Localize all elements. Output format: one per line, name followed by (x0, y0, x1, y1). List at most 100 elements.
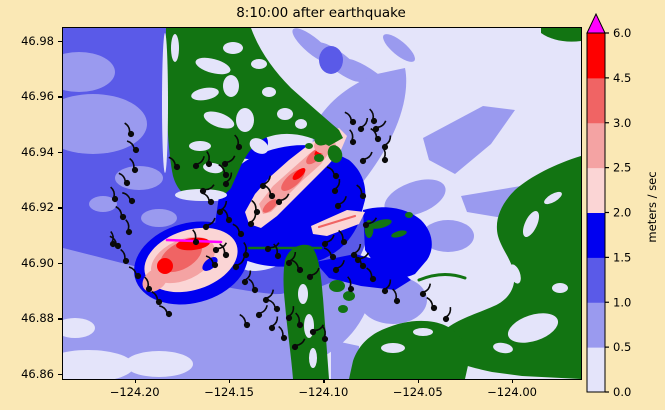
gauge-marker (251, 199, 261, 216)
map-region-land-speckle (544, 191, 562, 205)
map-canvas (63, 28, 581, 379)
gauge-marker (264, 184, 276, 200)
map-region-bay-island (405, 212, 413, 218)
gauge-marker (159, 305, 173, 318)
gauge-marker (381, 147, 389, 164)
map-region-pale-patch (63, 350, 134, 379)
map-region-hotspotC-core (317, 214, 357, 229)
map-region-se-blob (422, 220, 474, 252)
gauge-marker (323, 247, 337, 261)
gauge-marker (128, 266, 142, 280)
y-axis-tick (58, 318, 62, 320)
gauge-marker (201, 192, 215, 206)
gauge-marker (285, 251, 297, 267)
gauge-marker (347, 276, 355, 293)
map-region-spit-blob (338, 305, 348, 313)
y-axis-tick-label: 46.90 (21, 255, 54, 270)
gauge-marker (199, 184, 215, 195)
gauge-marker (273, 243, 282, 260)
colorbar-tick-label: 2.0 (613, 206, 631, 220)
map-region-land-speckle (189, 141, 211, 151)
colorbar: 0.0 0.5 1.0 1.5 2.0 2.5 3.0 4.5 6.0 (586, 12, 631, 399)
gauge-marker (202, 217, 216, 231)
map-region-island (305, 143, 313, 149)
y-axis-tick-label: 46.98 (21, 33, 54, 48)
gauge-marker (234, 134, 243, 151)
y-axis-tick (58, 151, 62, 154)
map-region-ocean-patch (89, 196, 117, 212)
map-region-land-speckle (552, 283, 568, 293)
colorbar-tick-label: 1.0 (613, 295, 631, 309)
map-region-land-speckle (509, 264, 521, 284)
map-region-land-speckle (191, 87, 219, 101)
y-axis-tick (58, 207, 62, 209)
gauge-marker (255, 305, 268, 319)
colorbar-segment (587, 212, 605, 258)
gauge-marker (285, 305, 295, 322)
colorbar-segment (587, 77, 605, 124)
map-region-land-speckle (295, 119, 307, 129)
y-axis-tick (58, 40, 62, 43)
gauge-marker (115, 205, 127, 221)
gauge-marker (370, 127, 382, 143)
map-region-land-speckle (309, 348, 317, 368)
map-region-land-speckle (507, 313, 559, 343)
gauge-marker (291, 338, 306, 351)
x-axis-tick (512, 379, 514, 383)
gauge-marker (392, 288, 401, 305)
map-region-ocean-patch (63, 94, 147, 154)
chart-title: 8:10:00 after earthquake (236, 5, 406, 21)
y-axis-tick-label: 46.86 (21, 366, 54, 381)
y-axis-tick-label: 46.96 (21, 89, 54, 104)
gauge-marker (369, 108, 378, 125)
gauge-marker (122, 192, 136, 205)
map-region-spit-blob (329, 280, 345, 292)
map-region-land-speckle (162, 33, 168, 173)
gauge-marker (268, 316, 279, 332)
colorbar-tick-label: 1.5 (613, 250, 631, 264)
x-axis-tick-label: −124.10 (298, 385, 349, 399)
x-axis-tick-label: −124.00 (487, 385, 537, 399)
colorbar-segment (587, 167, 605, 213)
map-region-ne-blue-bit (319, 46, 343, 74)
map-region-land-speckle (195, 57, 231, 75)
colorbar-segment (587, 33, 605, 79)
gauge-marker (275, 193, 290, 206)
gauge-marker (109, 231, 117, 248)
gauge-marker (419, 283, 432, 298)
gauge-marker (357, 117, 369, 133)
map-region-land-speckle (277, 108, 293, 120)
gauge-marker (321, 326, 329, 343)
colorbar-tick-label: 3.0 (613, 116, 631, 130)
map-region-land-speckle (522, 211, 540, 237)
map-region-bay-arc (417, 273, 467, 282)
gauge-marker (309, 324, 325, 336)
map-region-bay-island (391, 230, 407, 238)
x-axis-tick (134, 379, 136, 383)
map-region-land-speckle (203, 111, 235, 129)
x-axis-tick-label: −124.20 (109, 385, 160, 399)
map-region-land-speckle (249, 138, 269, 154)
colorbar-segment (587, 257, 605, 303)
gauge-marker (129, 157, 139, 174)
map-region-ne-corner-land (541, 28, 581, 42)
map-region-pale-patch (125, 351, 193, 377)
plot-area (62, 27, 582, 380)
colorbar-segment (587, 122, 605, 169)
map-region-island (327, 145, 343, 163)
gauge-marker (344, 111, 357, 126)
map-region-land-speckle (236, 108, 254, 132)
gauge-marker (126, 140, 140, 154)
map-region-hotspotA-curl (202, 257, 218, 271)
gauge-marker (232, 223, 245, 238)
gauge-marker (442, 306, 452, 323)
y-axis-tick-label: 46.88 (21, 311, 54, 326)
gauge-marker (110, 186, 119, 203)
gauge-marker (356, 184, 367, 200)
gauge-marker (192, 229, 200, 246)
x-axis-tick (229, 379, 231, 383)
map-region-bay-island (370, 219, 392, 229)
gauge-marker (332, 260, 345, 274)
map-region-land-speckle (381, 343, 405, 353)
map-region-ocean-patch (63, 52, 115, 92)
